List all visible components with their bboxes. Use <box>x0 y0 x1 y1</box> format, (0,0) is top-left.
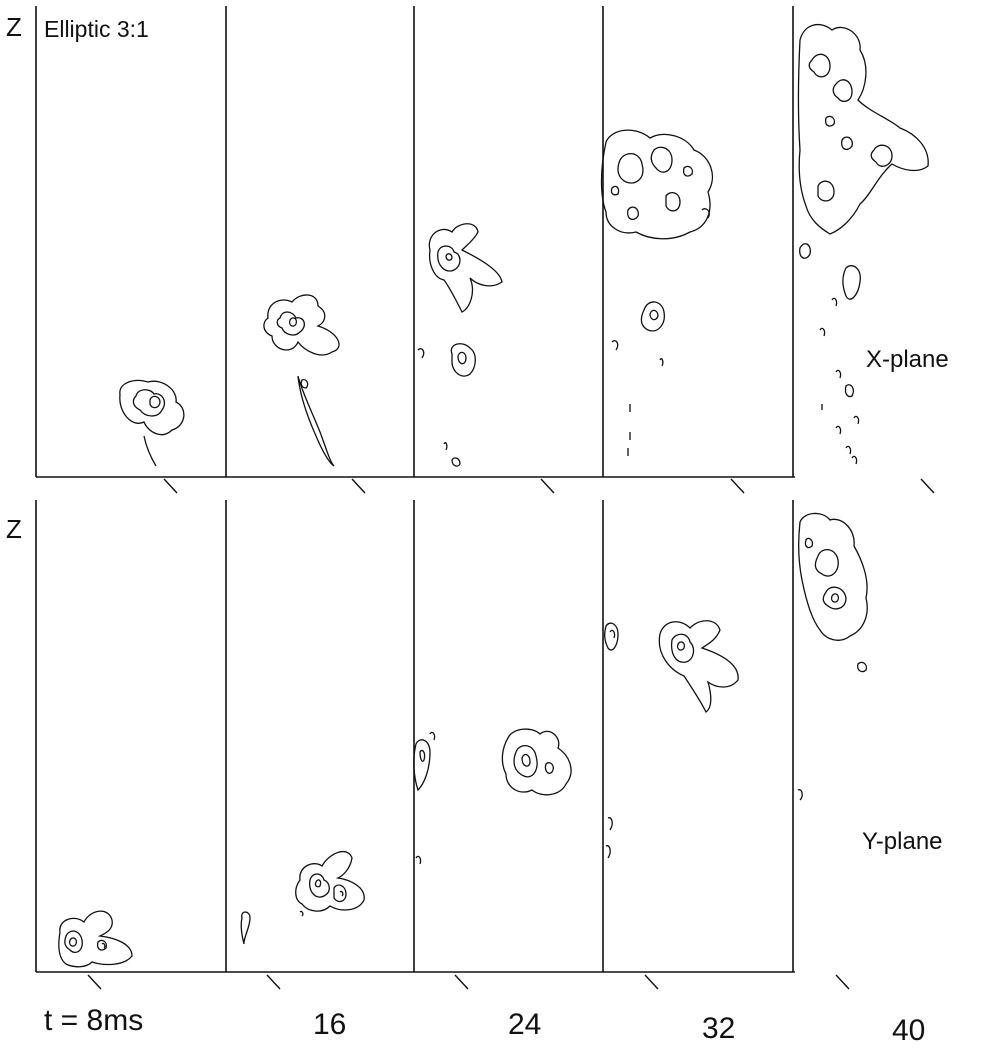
time-label-32: 32 <box>702 1012 736 1045</box>
figure-title: Elliptic 3:1 <box>44 16 149 42</box>
time-label-24: 24 <box>508 1008 542 1041</box>
time-label-40: 40 <box>892 1014 926 1047</box>
x-plane-label: X-plane <box>866 346 949 373</box>
time-label-8ms: t = 8ms <box>44 1004 144 1037</box>
time-label-16: 16 <box>313 1008 347 1041</box>
y-plane-label: Y-plane <box>862 828 943 855</box>
axis-ticks <box>87 478 935 990</box>
z-axis-label-top: Z <box>6 12 22 42</box>
contours-y-plane <box>58 512 868 968</box>
z-axis-label-bottom: Z <box>6 514 22 544</box>
panel-frames <box>35 6 795 973</box>
contours-x-plane <box>119 23 929 467</box>
